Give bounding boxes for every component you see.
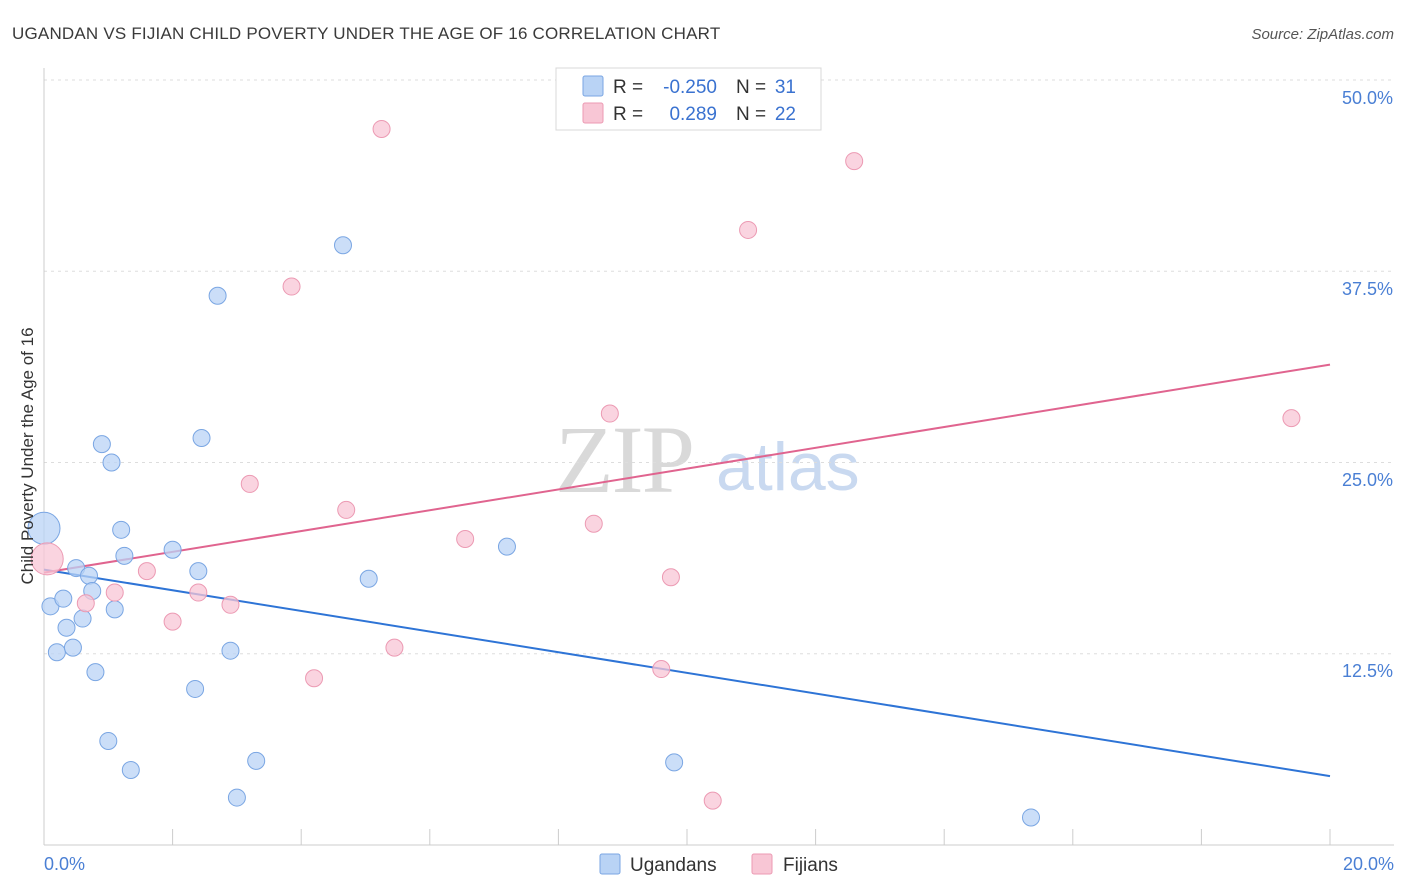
correlation-legend: R = -0.250 N = 31 R = 0.289 N = 22	[555, 67, 822, 131]
point-ugandans-4	[57, 618, 76, 637]
point-ugandans-8	[80, 566, 99, 585]
series-legend: Ugandans Fijians	[599, 853, 838, 876]
y-tick-label-37-5: 37.5%	[1342, 279, 1393, 299]
point-fijians-6	[221, 595, 240, 614]
point-fijians-13	[456, 530, 475, 548]
source-label: Source: ZipAtlas.com	[1251, 26, 1394, 43]
legend-r-value-ugandans: -0.250	[663, 77, 717, 98]
legend-r-label-fijians: R =	[613, 104, 643, 125]
point-fijians-15	[600, 404, 619, 423]
legend-swatch-ugandans	[582, 75, 604, 97]
point-ugandans-20	[189, 562, 208, 581]
legend-swatch-fijians	[582, 102, 604, 124]
point-fijians-1	[76, 594, 95, 613]
point-ugandans-22	[208, 286, 227, 305]
point-fijians-7	[240, 474, 259, 493]
point-ugandans-5	[63, 638, 82, 657]
series-legend-label-fijians: Fijians	[783, 855, 838, 876]
point-ugandans-11	[92, 435, 111, 454]
point-fijians-16	[652, 660, 671, 679]
y-tick-label-12-5: 12.5%	[1342, 661, 1393, 681]
point-fijians-18	[703, 791, 722, 810]
point-fijians-2	[105, 583, 124, 602]
chart-title: UGANDAN VS FIJIAN CHILD POVERTY UNDER TH…	[12, 24, 720, 43]
legend-n-label-ugandans: N =	[736, 77, 766, 98]
grid	[44, 79, 1394, 655]
point-fijians-17	[661, 568, 680, 587]
point-fijians-4	[163, 612, 182, 631]
point-ugandans-13	[102, 453, 121, 472]
y-tick-label-25: 25.0%	[1342, 470, 1393, 490]
point-ugandans-10	[86, 663, 105, 682]
point-ugandans-26	[333, 236, 352, 255]
point-fijians-19	[739, 220, 758, 239]
point-fijians-10	[337, 500, 356, 519]
point-ugandans-14	[105, 600, 124, 619]
point-ugandans-23	[221, 641, 240, 660]
point-ugandans-12	[99, 731, 118, 750]
y-axis-label: Child Poverty Under the Age of 16	[18, 327, 37, 584]
point-fijians-8	[282, 277, 301, 296]
x-tick-label-max: 20.0%	[1343, 854, 1394, 874]
x-tick-label-min: 0.0%	[44, 854, 85, 874]
legend-r-value-fijians: 0.289	[669, 104, 717, 125]
point-ugandans-24	[227, 788, 246, 807]
point-fijians-20	[845, 152, 864, 171]
point-ugandans-29	[665, 753, 684, 772]
point-fijians-9	[305, 669, 324, 688]
point-ugandans-7	[73, 609, 92, 628]
trend-line-ugandans	[43, 568, 1331, 778]
point-fijians-21	[1282, 409, 1301, 428]
series-legend-swatch-ugandans	[599, 853, 621, 875]
legend-n-value-ugandans: 31	[775, 77, 796, 98]
trend-line-fijians	[43, 363, 1331, 574]
point-fijians-0	[30, 542, 64, 576]
point-ugandans-2	[47, 643, 66, 662]
point-ugandans-25	[247, 751, 266, 770]
axes	[43, 68, 1394, 846]
point-fijians-3	[137, 562, 156, 581]
point-fijians-14	[584, 514, 603, 533]
y-tick-label-50: 50.0%	[1342, 88, 1393, 108]
point-ugandans-16	[115, 546, 134, 565]
point-ugandans-27	[359, 569, 378, 588]
watermark-zip: ZIP	[555, 406, 693, 513]
point-fijians-12	[385, 638, 404, 657]
point-ugandans-19	[186, 679, 205, 698]
legend-n-label-fijians: N =	[736, 104, 766, 125]
point-fijians-5	[189, 583, 208, 602]
point-ugandans-17	[121, 761, 140, 780]
point-ugandans-15	[112, 520, 131, 539]
point-ugandans-18	[163, 540, 182, 559]
legend-r-label-ugandans: R =	[613, 77, 643, 98]
series-legend-swatch-fijians	[751, 853, 773, 875]
point-ugandans-3	[54, 589, 73, 608]
point-ugandans-28	[497, 537, 516, 556]
legend-n-value-fijians: 22	[775, 104, 796, 125]
data-points	[27, 119, 1301, 827]
watermark-atlas: atlas	[716, 429, 860, 505]
trend-lines	[43, 363, 1331, 778]
point-fijians-11	[372, 119, 391, 138]
point-ugandans-30	[1022, 808, 1041, 827]
point-ugandans-21	[192, 429, 211, 448]
series-legend-label-ugandans: Ugandans	[630, 855, 717, 876]
